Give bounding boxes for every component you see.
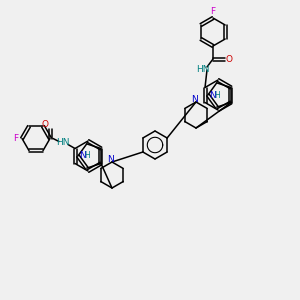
Text: N: N	[80, 152, 86, 160]
Text: O: O	[41, 120, 49, 129]
Text: N: N	[108, 155, 114, 164]
Text: H: H	[214, 91, 220, 100]
Text: HN: HN	[196, 64, 210, 74]
Text: F: F	[14, 134, 19, 143]
Text: H: H	[84, 152, 90, 160]
Text: N: N	[192, 95, 198, 104]
Text: N: N	[209, 91, 216, 100]
Text: F: F	[210, 8, 216, 16]
Text: HN: HN	[56, 138, 70, 147]
Text: O: O	[226, 55, 232, 64]
